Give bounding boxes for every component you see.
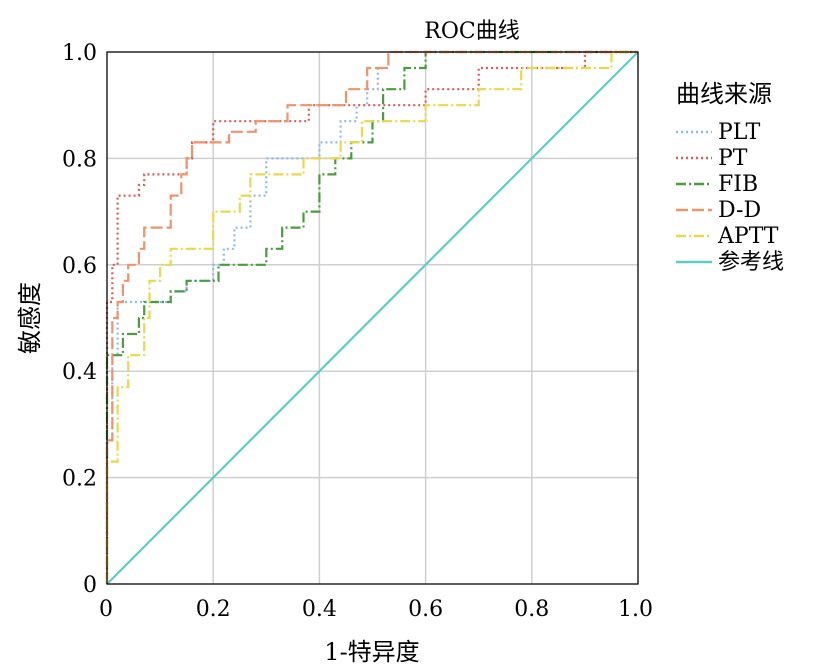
series-line-FIB bbox=[105, 50, 638, 584]
y-tick-label: 0.4 bbox=[62, 360, 97, 385]
x-tick-label: 1.0 bbox=[618, 597, 653, 622]
legend-label: 参考线 bbox=[718, 250, 784, 275]
series-lines bbox=[105, 50, 639, 585]
legend-title: 曲线来源 bbox=[676, 80, 772, 108]
y-tick-label: 0 bbox=[83, 573, 97, 598]
x-tick-label: 0.6 bbox=[408, 597, 443, 622]
x-tick-label: 0.4 bbox=[302, 597, 337, 622]
x-tick-label: 0 bbox=[99, 597, 113, 622]
x-tick-label: 0.8 bbox=[514, 597, 549, 622]
legend-label: FIB bbox=[718, 172, 758, 197]
y-tick-label: 0.8 bbox=[62, 147, 97, 172]
series-line-PLT bbox=[105, 50, 638, 584]
y-tick-label: 1.0 bbox=[62, 41, 97, 66]
series-line-参考线 bbox=[106, 51, 639, 585]
y-axis-label: 敏感度 bbox=[16, 282, 44, 354]
x-axis-label: 1-特异度 bbox=[324, 638, 419, 665]
legend-label: APTT bbox=[717, 224, 779, 249]
y-tick-label: 0.2 bbox=[62, 467, 97, 492]
y-tick-label: 0.6 bbox=[62, 254, 97, 279]
legend-label: PLT bbox=[718, 120, 761, 145]
legend-label: D-D bbox=[718, 198, 761, 223]
chart-title: ROC曲线 bbox=[424, 19, 519, 44]
y-tick-labels: 0 0.2 0.4 0.6 0.8 1.0 bbox=[62, 41, 97, 598]
plot-frame bbox=[106, 51, 639, 585]
chart-title-group: ROC曲线 bbox=[424, 19, 519, 44]
x-tick-label: 0.2 bbox=[196, 597, 231, 622]
series-line-D-D bbox=[105, 50, 638, 584]
series-line-APTT bbox=[105, 50, 638, 584]
x-tick-labels: 0 0.2 0.4 0.6 0.8 1.0 bbox=[99, 597, 653, 622]
legend-label: PT bbox=[718, 146, 748, 171]
